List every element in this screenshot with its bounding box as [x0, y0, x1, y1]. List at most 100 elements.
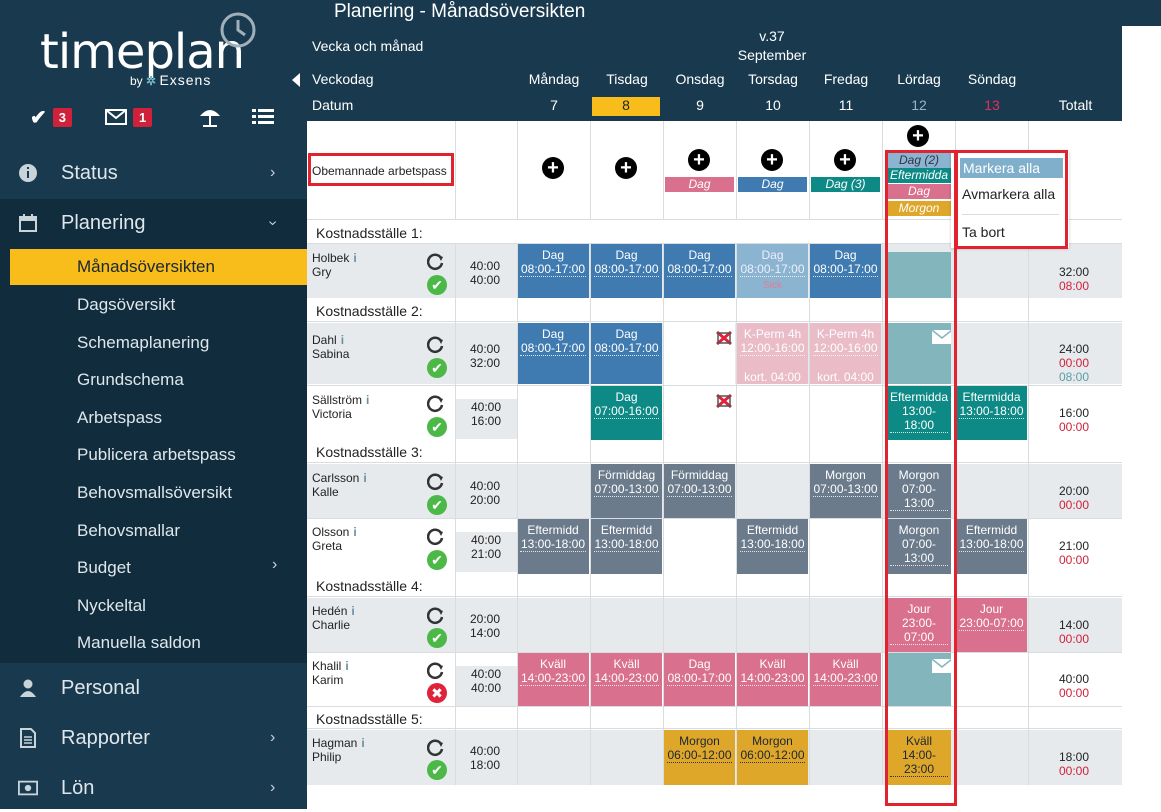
approved-icon[interactable]: ✔: [427, 628, 447, 648]
approved-icon[interactable]: ✔: [427, 760, 447, 780]
shift-cell[interactable]: Dag 08:00-17:00: [591, 323, 662, 384]
date-11[interactable]: 11: [838, 97, 854, 113]
shift-cell[interactable]: Kväll 14:00-23:00: [810, 653, 881, 707]
approved-icon[interactable]: ✔: [427, 358, 447, 378]
refresh-icon[interactable]: [427, 607, 445, 625]
tasks-button[interactable]: ✔ 3: [30, 103, 72, 131]
info-icon[interactable]: i: [353, 525, 357, 539]
refresh-icon[interactable]: [427, 336, 445, 354]
select-all-option[interactable]: Markera alla: [960, 158, 1063, 178]
date-10[interactable]: 10: [765, 97, 781, 113]
info-icon[interactable]: i: [353, 251, 357, 265]
submenu-grundschema[interactable]: Grundschema: [77, 370, 184, 389]
nav-planering[interactable]: Planering ›: [0, 199, 307, 247]
shift-cell[interactable]: Jour 23:00-07:00: [887, 598, 951, 652]
rejected-icon[interactable]: ✖: [427, 683, 447, 703]
add-shift-fri-icon[interactable]: +: [834, 149, 856, 171]
shift-cell[interactable]: Dag 08:00-17:00: [591, 244, 662, 298]
info-icon[interactable]: i: [366, 393, 370, 407]
remove-option[interactable]: Ta bort: [962, 224, 1005, 240]
selected-cell[interactable]: [887, 323, 951, 384]
add-shift-wed-icon[interactable]: +: [688, 149, 710, 171]
collapse-sidebar-icon[interactable]: [292, 73, 300, 87]
date-9[interactable]: 9: [696, 97, 704, 113]
employee-name[interactable]: Sällström i Victoria: [312, 393, 370, 421]
unmanned-tag[interactable]: Dag: [887, 184, 951, 199]
shift-cell[interactable]: Eftermidd 13:00-18:00: [517, 519, 589, 574]
list-button[interactable]: [252, 103, 274, 131]
submenu-manadsoversikten[interactable]: Månadsöversikten: [10, 249, 307, 285]
cancelled-icon[interactable]: [714, 392, 734, 410]
shift-cell[interactable]: Eftermidd 13:00-18:00: [956, 519, 1027, 574]
submenu-publicera[interactable]: Publicera arbetspass: [77, 445, 236, 464]
shift-cell[interactable]: Dag 08:00-17:00 Sick: [737, 244, 808, 298]
approved-icon[interactable]: ✔: [427, 275, 447, 295]
deselect-all-option[interactable]: Avmarkera alla: [962, 186, 1056, 202]
date-7[interactable]: 7: [550, 97, 558, 113]
date-13[interactable]: 13: [984, 97, 1000, 113]
refresh-icon[interactable]: [427, 473, 445, 491]
add-shift-sat-icon[interactable]: +: [907, 125, 929, 147]
unmanned-tag[interactable]: Morgon: [887, 201, 951, 216]
cancelled-icon[interactable]: [714, 329, 734, 347]
info-icon[interactable]: i: [363, 471, 367, 485]
submenu-dagsoversikt[interactable]: Dagsöversikt: [77, 295, 176, 314]
employee-name[interactable]: Holbek i Gry: [312, 251, 357, 279]
shift-cell[interactable]: K-Perm 4h 12:00-16:00 kort. 04:00: [737, 323, 808, 384]
nav-personal[interactable]: Personal: [0, 664, 307, 712]
unmanned-tag[interactable]: Dag (2): [887, 153, 951, 168]
date-12[interactable]: 12: [911, 97, 927, 113]
unmanned-tag[interactable]: Eftermidda: [887, 168, 951, 183]
shift-cell[interactable]: Kväll 14:00-23:00: [517, 653, 589, 707]
employee-name[interactable]: Dahl i Sabina: [312, 333, 350, 361]
employee-name[interactable]: Khalil i Karim: [312, 659, 349, 687]
info-icon[interactable]: i: [345, 659, 349, 673]
add-shift-mon-icon[interactable]: +: [542, 157, 564, 179]
shift-cell[interactable]: Förmiddag 07:00-13:00: [591, 464, 662, 518]
nav-lon[interactable]: Lön ›: [0, 764, 307, 812]
approved-icon[interactable]: ✔: [427, 550, 447, 570]
shift-cell[interactable]: Kväll 14:00-23:00: [737, 653, 808, 707]
approved-icon[interactable]: ✔: [427, 495, 447, 515]
shift-cell[interactable]: Dag 08:00-17:00: [517, 244, 589, 298]
shift-cell[interactable]: Eftermidd 13:00-18:00: [737, 519, 808, 574]
submenu-budget[interactable]: Budget: [77, 558, 131, 577]
submenu-manuella-saldon[interactable]: Manuella saldon: [77, 633, 201, 652]
nav-status[interactable]: Status ›: [0, 149, 307, 197]
refresh-icon[interactable]: [427, 662, 445, 680]
unmanned-tag[interactable]: Dag: [665, 177, 734, 192]
submenu-arbetspass[interactable]: Arbetspass: [77, 408, 163, 427]
timeplan-logo[interactable]: timeplan by ✲ Exsens: [40, 10, 270, 90]
shift-cell[interactable]: Kväll 14:00-23:00: [887, 730, 951, 785]
nav-rapporter[interactable]: Rapporter ›: [0, 714, 307, 762]
shift-cell[interactable]: Dag 08:00-17:00: [810, 244, 881, 298]
selected-cell[interactable]: [887, 653, 951, 707]
refresh-icon[interactable]: [427, 395, 445, 413]
submenu-schemaplanering[interactable]: Schemaplanering: [77, 333, 210, 352]
shift-cell[interactable]: Dag 07:00-16:00: [591, 386, 662, 440]
refresh-icon[interactable]: [427, 253, 445, 271]
selected-cell[interactable]: [887, 252, 951, 298]
shift-cell[interactable]: Eftermidd 13:00-18:00: [591, 519, 662, 574]
employee-name[interactable]: Hagman i Philip: [312, 736, 365, 764]
shift-cell[interactable]: Eftermidda 13:00-18:00: [956, 386, 1027, 440]
envelope-icon[interactable]: [932, 330, 951, 344]
shift-cell[interactable]: Eftermidda 13:00-18:00: [887, 386, 951, 440]
add-shift-thu-icon[interactable]: +: [761, 149, 783, 171]
vacation-button[interactable]: [198, 103, 222, 131]
envelope-icon[interactable]: [932, 659, 951, 673]
unmanned-tag[interactable]: Dag (3): [811, 177, 880, 192]
submenu-nyckeltal[interactable]: Nyckeltal: [77, 596, 146, 615]
shift-cell[interactable]: Jour 23:00-07:00: [956, 598, 1027, 652]
shift-cell[interactable]: Morgon 07:00-13:00: [887, 519, 951, 574]
submenu-behovsmallsoversikt[interactable]: Behovsmallsöversikt: [77, 483, 232, 502]
date-8-today[interactable]: 8: [592, 97, 660, 116]
shift-cell[interactable]: Dag 08:00-17:00: [664, 244, 735, 298]
employee-name[interactable]: Carlsson i Kalle: [312, 471, 367, 499]
employee-name[interactable]: Hedén i Charlie: [312, 604, 355, 632]
shift-cell[interactable]: Morgon 07:00-13:00: [810, 464, 881, 518]
unmanned-tag[interactable]: Dag: [738, 177, 807, 192]
shift-cell[interactable]: Morgon 06:00-12:00: [737, 730, 808, 785]
info-icon[interactable]: i: [361, 736, 365, 750]
shift-cell[interactable]: K-Perm 4h 12:00-16:00 kort. 04:00: [810, 323, 881, 384]
